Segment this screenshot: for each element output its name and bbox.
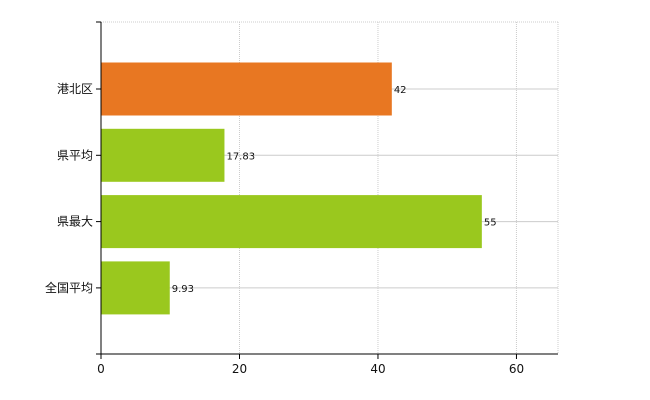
x-tick-label-4: 60: [509, 362, 524, 376]
data-label-1: 42: [394, 85, 407, 96]
data-label-4: 9.93: [172, 284, 194, 295]
data-label-3: 55: [484, 218, 497, 229]
category-label-4: 全国平均: [45, 280, 93, 295]
bar-4: [101, 261, 170, 315]
data-label-2: 17.83: [226, 151, 255, 162]
bar-2: [101, 128, 225, 182]
bar-3: [101, 195, 482, 249]
x-tick-label-1: 0: [97, 362, 105, 376]
x-tick-label-2: 20: [232, 362, 247, 376]
bar-1: [101, 62, 392, 116]
category-label-3: 県最大: [57, 215, 93, 229]
category-label-1: 港北区: [57, 82, 93, 96]
x-tick-label-3: 40: [370, 362, 385, 376]
category-label-2: 県平均: [57, 148, 93, 162]
